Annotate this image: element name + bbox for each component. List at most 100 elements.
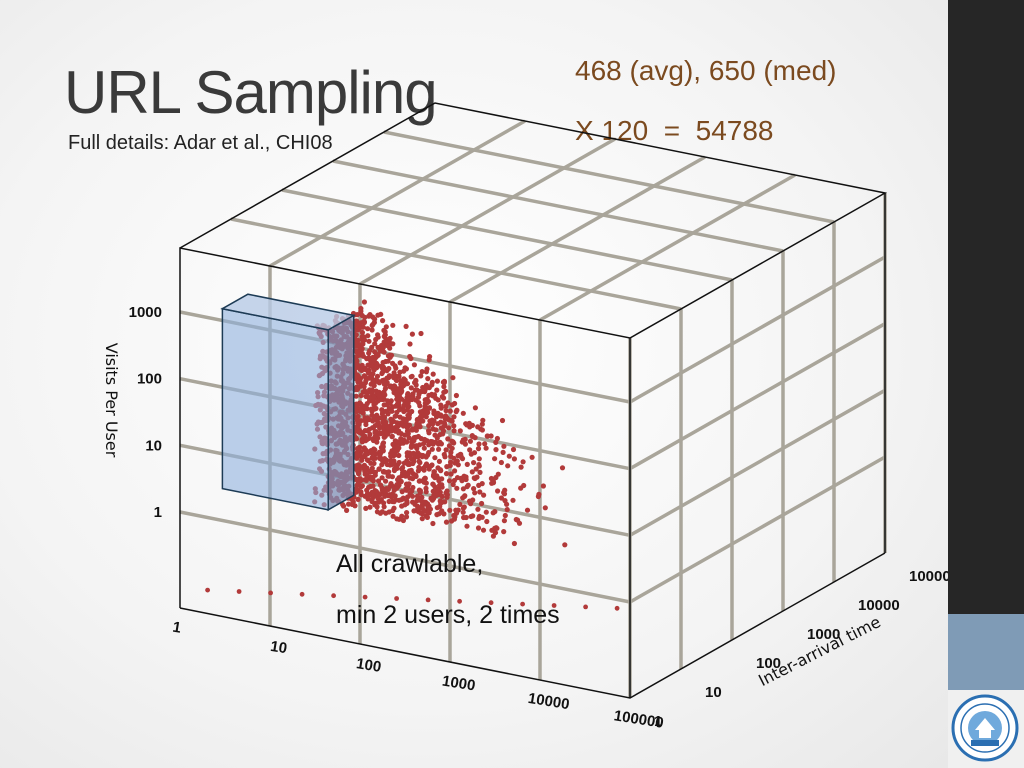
data-point [443,471,450,477]
data-point [416,464,422,470]
selection-box-side [327,314,355,512]
data-point [406,422,413,428]
data-point [365,326,371,332]
data-point [511,540,517,547]
data-point [383,408,389,414]
data-point [404,509,410,516]
data-point [372,316,378,322]
data-point [366,355,372,361]
data-point [524,507,531,513]
data-point [410,471,416,477]
z-tick-label: 100 [756,655,781,672]
data-point [425,376,431,382]
data-point [354,387,360,393]
z-tick-label: 1 [654,713,662,730]
data-point [377,347,383,353]
data-point [383,324,389,330]
data-point [479,481,485,487]
data-point [399,388,405,394]
data-point [429,382,435,388]
data-point [405,431,411,437]
data-point [358,489,364,495]
z-tick-label: 10000 [858,597,900,614]
data-point [362,388,368,394]
data-point [438,402,444,408]
data-point [364,437,370,443]
data-point [402,377,408,383]
data-point [388,459,395,465]
data-point [450,375,456,381]
data-point [355,424,361,430]
data-point [392,466,398,472]
data-point [451,423,457,429]
data-point [372,400,379,406]
page-title: URL Sampling [64,59,438,126]
y-axis-label: Visits Per User [102,343,121,458]
data-point [375,378,381,384]
data-point [359,439,365,445]
data-point [442,499,448,505]
data-point [451,477,457,484]
data-point [500,449,506,455]
data-point [358,305,364,312]
data-point [415,495,421,501]
data-point [516,520,523,526]
data-point [448,449,454,455]
data-point [383,478,389,484]
data-point [444,488,450,494]
data-point [411,438,417,444]
data-point [380,441,386,447]
data-point [368,460,374,466]
data-point [426,357,432,363]
data-point [447,507,453,513]
grid-line-top-z [383,130,835,224]
y-tick-label: 100 [137,371,162,388]
data-point [386,473,392,479]
data-point [460,410,466,416]
data-point [443,519,450,525]
data-point [357,430,363,436]
data-point [399,396,405,402]
data-point [471,486,477,492]
data-point [443,447,449,453]
x-tick-label: 100 [355,655,382,676]
data-point [411,362,417,368]
data-point [477,489,483,495]
data-point [540,483,547,489]
data-point [377,425,383,431]
data-point [423,414,429,420]
x-tick-label: 10000 [527,690,571,713]
data-point [394,482,400,488]
data-point [356,476,363,482]
data-point [426,449,432,456]
data-point [375,478,382,484]
data-point [529,454,535,460]
data-point [408,385,414,391]
data-point [359,457,365,463]
data-point [451,428,457,434]
data-point [390,322,396,328]
data-point [356,321,362,327]
data-point [390,360,396,366]
data-point [467,447,473,453]
data-point [372,341,378,347]
data-point [414,507,420,513]
data-point [396,428,402,434]
data-point [451,414,457,420]
data-point [432,455,438,461]
data-point [505,463,511,469]
data-point [424,514,430,521]
data-point [402,381,408,387]
data-point [583,604,588,610]
data-point [357,348,363,355]
chart-frame [179,102,888,699]
data-point [483,509,489,515]
data-point [403,418,409,424]
data-point [431,492,437,498]
data-point [419,516,425,522]
data-point [404,500,410,506]
data-point [395,389,401,395]
data-point [379,446,385,453]
data-point [419,499,425,505]
data-point [518,464,524,470]
